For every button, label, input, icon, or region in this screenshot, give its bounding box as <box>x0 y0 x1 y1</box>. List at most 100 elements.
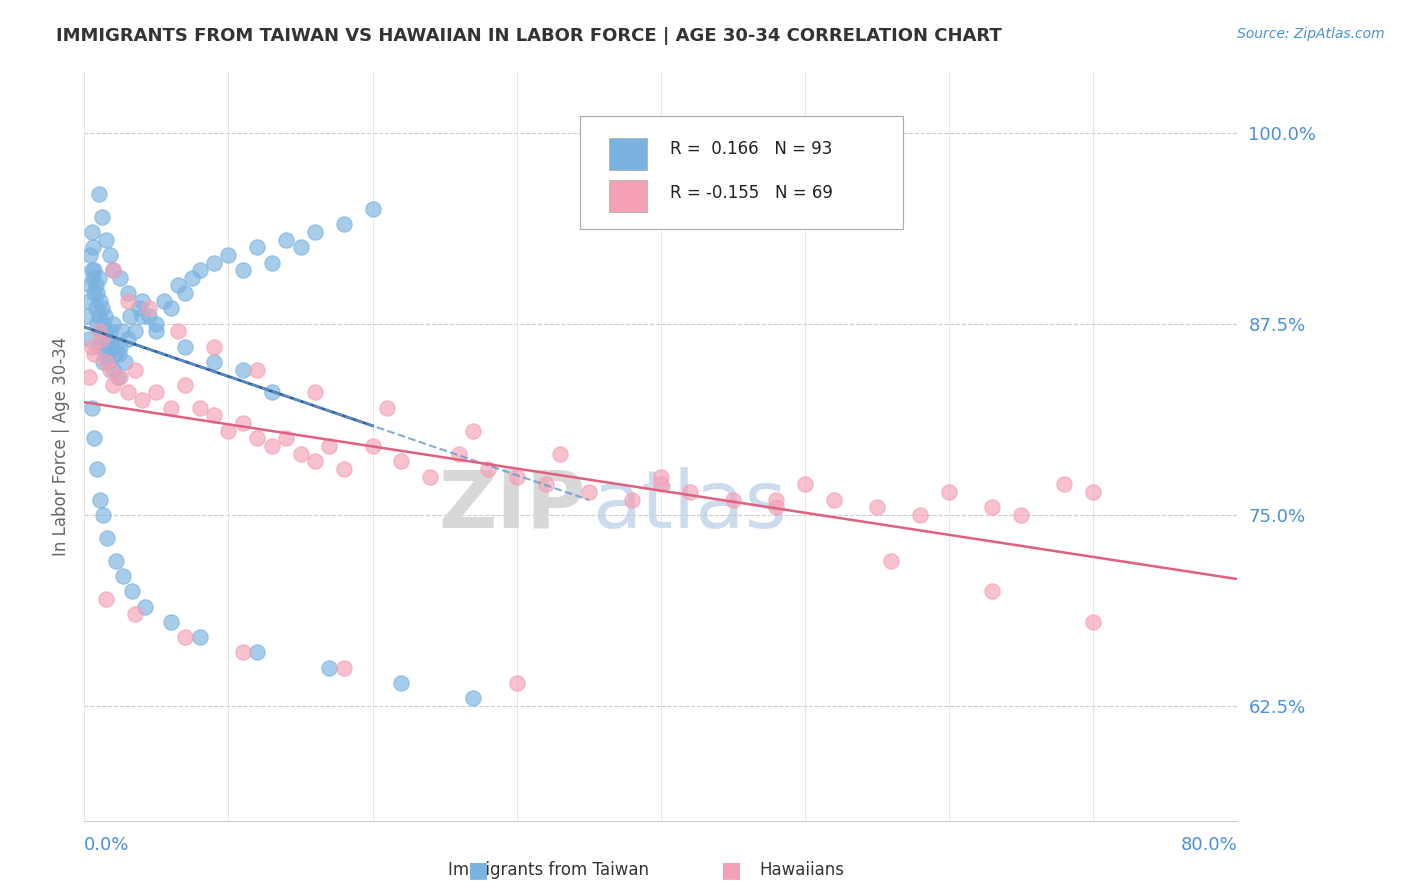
Point <box>117 293 139 308</box>
Point <box>107 370 129 384</box>
Point <box>84 278 107 293</box>
Point <box>145 317 167 331</box>
Point <box>1083 484 1105 499</box>
Point <box>794 477 817 491</box>
Text: Immigrants from Taiwan: Immigrants from Taiwan <box>449 861 648 879</box>
Point <box>679 484 702 499</box>
Point <box>96 531 118 545</box>
Point <box>90 332 112 346</box>
Point <box>87 186 110 201</box>
Point <box>463 691 485 706</box>
Point <box>94 347 117 361</box>
Point <box>103 263 124 277</box>
Point <box>260 255 283 269</box>
Point <box>232 263 254 277</box>
Point <box>91 508 114 522</box>
Text: ■: ■ <box>721 860 741 880</box>
Point <box>97 355 120 369</box>
Point <box>112 569 135 583</box>
Point <box>181 270 204 285</box>
Point <box>91 355 114 369</box>
Point <box>87 324 110 338</box>
Point <box>105 340 128 354</box>
Point <box>110 340 132 354</box>
Point <box>98 248 121 262</box>
Bar <box>609 138 647 170</box>
Point <box>82 270 104 285</box>
Point <box>103 377 124 392</box>
Point <box>87 309 110 323</box>
Point <box>79 278 101 293</box>
Point <box>80 225 103 239</box>
Point <box>260 439 283 453</box>
Point <box>419 469 441 483</box>
Point <box>290 240 312 254</box>
Point <box>375 401 398 415</box>
Point <box>120 309 142 323</box>
Point <box>167 278 190 293</box>
Text: atlas: atlas <box>592 467 786 545</box>
Point <box>77 332 100 346</box>
Text: ZIP: ZIP <box>439 467 586 545</box>
Point <box>138 301 160 316</box>
Bar <box>609 180 647 212</box>
Point <box>145 324 167 338</box>
Point <box>981 584 1004 599</box>
Point <box>90 332 112 346</box>
Point <box>318 661 340 675</box>
Point <box>83 263 105 277</box>
Point <box>91 317 114 331</box>
Point <box>246 362 269 376</box>
Point <box>128 301 150 316</box>
Point <box>304 225 326 239</box>
Text: Hawaiians: Hawaiians <box>759 861 844 879</box>
Point <box>1083 615 1105 629</box>
Point <box>152 293 174 308</box>
Point <box>276 431 298 445</box>
Point <box>80 263 103 277</box>
Point <box>76 309 98 323</box>
Point <box>138 309 160 323</box>
Text: ■: ■ <box>468 860 488 880</box>
Point <box>246 431 269 445</box>
Text: IMMIGRANTS FROM TAIWAN VS HAWAIIAN IN LABOR FORCE | AGE 30-34 CORRELATION CHART: IMMIGRANTS FROM TAIWAN VS HAWAIIAN IN LA… <box>56 27 1002 45</box>
Point <box>188 630 211 644</box>
Point <box>89 293 111 308</box>
Point <box>79 248 101 262</box>
Point <box>103 317 124 331</box>
Point <box>124 324 146 338</box>
Point <box>145 385 167 400</box>
Text: Source: ZipAtlas.com: Source: ZipAtlas.com <box>1237 27 1385 41</box>
Point <box>82 240 104 254</box>
Point <box>96 332 118 346</box>
Point <box>765 500 787 515</box>
Point <box>94 591 117 606</box>
Point <box>1010 508 1032 522</box>
Point <box>94 355 117 369</box>
Point <box>131 309 153 323</box>
Point <box>202 355 225 369</box>
Point <box>202 409 225 423</box>
Point <box>290 447 312 461</box>
Text: R = -0.155   N = 69: R = -0.155 N = 69 <box>671 184 832 202</box>
Point <box>160 615 183 629</box>
Point <box>910 508 932 522</box>
Point <box>246 645 269 659</box>
Point <box>160 401 183 415</box>
Point <box>391 676 413 690</box>
Point <box>124 607 146 622</box>
Point <box>90 301 112 316</box>
Point <box>117 332 139 346</box>
Point <box>361 439 384 453</box>
Point <box>477 462 499 476</box>
Point <box>506 676 529 690</box>
Point <box>121 584 143 599</box>
Point <box>124 362 146 376</box>
Point <box>202 340 225 354</box>
Point <box>361 202 384 216</box>
Point <box>160 301 183 316</box>
Point <box>103 263 124 277</box>
Y-axis label: In Labor Force | Age 30-34: In Labor Force | Age 30-34 <box>52 336 70 556</box>
Point <box>103 362 124 376</box>
Point <box>506 469 529 483</box>
